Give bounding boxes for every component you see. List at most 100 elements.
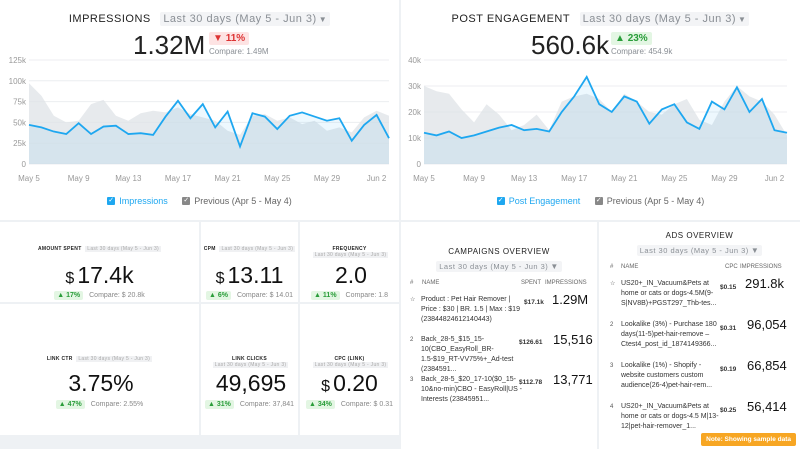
x-tick-label: May 29 [711,174,738,183]
ad-rank: 2 [610,322,614,328]
kpi-compare: Compare: 1.8 [345,292,388,299]
kpi-number: 13.11 [227,262,284,288]
campaigns-panel: CAMPAIGNS OVERVIEW Last 30 days (May 5 -… [401,222,597,449]
kpi-tile[interactable]: CPM Last 30 days (May 5 - Jun 3) $13.11 ▲ … [201,222,298,302]
kpi-tile[interactable]: AMOUNT SPENT Last 30 days (May 5 - Jun 3… [0,222,199,302]
campaign-name: Back_28-5_$15_15-10(CBO_EasyRoll_BR-1.5-… [421,336,514,373]
kpi-range: Last 30 days (May 5 - Jun 3) [312,362,389,368]
campaigns-range-label: Last 30 days (May 5 - Jun 3) [439,262,549,271]
ad-cpc: $0.25 [720,407,737,414]
x-tick-label: May 5 [413,174,435,183]
kpi-change: 6% [217,292,228,299]
kpi-compare: Compare: 37,841 [239,401,294,408]
x-tick-label: May 17 [165,174,192,183]
kpi-footer: ▲ 34% Compare: $ 0.31 [300,400,399,409]
ads-range-select[interactable]: Last 30 days (May 5 - Jun 3) ▼ [636,245,763,256]
campaigns-row[interactable]: 3 Back_28-5_$20_17-10($0_15-10&no-min)CB… [410,373,595,409]
kpi-tile[interactable]: LINK CTR Last 30 days (May 5 - Jun 3) 3.7… [0,304,199,435]
impressions-change-badge: ▼ 11% [209,32,250,45]
ad-impressions: 291.8k [745,276,785,291]
arrow-up-icon: ▲ [615,33,625,44]
legend-item-post-engagement[interactable]: ✓ Post Engagement [496,196,580,206]
ads-col-impressions: IMPRESSIONS [740,264,782,270]
campaigns-row[interactable]: ☆ Product : Pet Hair Remover | Price : $… [410,293,595,329]
kpi-title: CPC (LINK) Last 30 days (May 5 - Jun 3) [300,356,399,368]
y-tick-label: 40k [408,56,422,65]
kpi-compare: Compare: 2.55% [90,401,144,408]
ad-cpc: $0.15 [720,284,737,291]
kpi-number: 49,695 [215,370,287,396]
x-tick-label: May 25 [661,174,688,183]
kpi-range: Last 30 days (May 5 - Jun 3) [212,362,289,368]
arrow-up-icon: ▲ [58,401,66,408]
kpi-change-badge: ▲ 31% [205,400,234,409]
x-tick-label: May 9 [68,174,90,183]
impressions-range-select[interactable]: Last 30 days (May 5 - Jun 3) ▼ [160,12,331,26]
ads-row[interactable]: 3 Lookalike (1%) - Shopify - website cus… [610,359,798,395]
previous-series-area [29,83,389,164]
y-tick-label: 25k [13,139,27,148]
campaigns-row[interactable]: 2 Back_28-5_$15_15-10(CBO_EasyRoll_BR-1.… [410,332,595,373]
kpi-title: CPM Last 30 days (May 5 - Jun 3) [201,246,298,252]
campaign-spent: $112.78 [519,379,543,386]
x-tick-label: May 29 [314,174,341,183]
ad-rank: 3 [610,363,614,369]
previous-series-area [424,86,787,164]
ads-title: ADS OVERVIEW [665,231,734,240]
y-tick-label: 30k [408,82,422,91]
kpi-range: Last 30 days (May 5 - Jun 3) [312,252,389,258]
ads-row[interactable]: ☆ US20+_IN_Vacuum&Pets at home or cats o… [610,276,798,313]
kpi-change: 47% [67,401,82,408]
kpi-title-label: CPC (LINK) [334,356,365,362]
kpi-title-label: CPM [203,246,216,252]
campaign-spent: $126.61 [519,339,543,346]
y-tick-label: 0 [417,160,422,169]
legend-item-impressions[interactable]: ✓ Impressions [107,196,168,206]
row-icon-trophy: ☆ [610,281,616,287]
engagement-change-badge: ▲ 23% [611,32,652,45]
checkbox-icon: ✓ [594,197,603,205]
kpi-change-badge: ▲ 17% [54,291,84,300]
kpi-tile[interactable]: FREQUENCY Last 30 days (May 5 - Jun 3) 2.… [300,222,399,302]
kpi-value: 3.75% [0,370,199,397]
engagement-panel: POST ENGAGEMENT Last 30 days (May 5 - Ju… [401,0,800,220]
kpi-tile[interactable]: LINK CLICKS Last 30 days (May 5 - Jun 3)… [201,304,298,435]
ads-col-cpc: CPC [725,264,738,270]
ad-name: US20+_IN_Vacuum&Pets at home or cats or … [621,403,719,430]
current-series-area [424,76,787,164]
x-tick-label: May 25 [264,174,291,183]
engagement-value: 560.6k [531,30,610,60]
campaigns-range-select[interactable]: Last 30 days (May 5 - Jun 3) ▼ [436,261,562,272]
kpi-tile[interactable]: CPC (LINK) Last 30 days (May 5 - Jun 3) $… [300,304,399,435]
kpi-footer: ▲ 11% Compare: 1.8 [300,291,399,300]
campaign-rank: 3 [410,377,414,383]
ad-rank: 4 [610,404,614,410]
campaign-impressions: 15,516 [553,332,593,347]
ad-impressions: 96,054 [747,317,787,332]
ads-row[interactable]: 4 US20+_IN_Vacuum&Pets at home or cats o… [610,399,798,436]
campaign-rank: 2 [410,337,414,343]
legend-item-previous[interactable]: ✓ Previous (Apr 5 - May 4) [594,196,705,206]
ad-impressions: 56,414 [747,399,787,414]
chevron-down-icon: ▼ [318,15,328,24]
kpi-range: Last 30 days (May 5 - Jun 3) [76,356,153,362]
kpi-title: FREQUENCY Last 30 days (May 5 - Jun 3) [300,246,399,258]
campaigns-col-name: NAME [422,280,440,286]
checkbox-icon: ✓ [182,197,191,205]
ads-row[interactable]: 2 Lookalike (3%) - Purchase 180 days(11-… [610,317,798,354]
engagement-title: POST ENGAGEMENT [451,13,571,25]
impressions-range-label: Last 30 days (May 5 - Jun 3) [163,13,317,25]
engagement-range-select[interactable]: Last 30 days (May 5 - Jun 3) ▼ [579,12,750,26]
kpi-number: 2.0 [335,262,367,288]
legend-item-previous[interactable]: ✓ Previous (Apr 5 - May 4) [182,196,292,206]
kpi-title: LINK CTR Last 30 days (May 5 - Jun 3) [0,356,199,362]
kpi-value: $13.11 [201,262,298,289]
checkbox-icon: ✓ [107,197,116,205]
ads-panel: ADS OVERVIEW Last 30 days (May 5 - Jun 3… [599,222,800,449]
kpi-currency: $ [215,270,225,287]
impressions-header: IMPRESSIONS Last 30 days (May 5 - Jun 3)… [0,12,399,26]
legend-label-previous: Previous (Apr 5 - May 4) [606,196,705,206]
kpi-value: 2.0 [300,262,399,289]
y-tick-label: 0 [22,160,27,169]
impressions-value: 1.32M [133,30,206,60]
